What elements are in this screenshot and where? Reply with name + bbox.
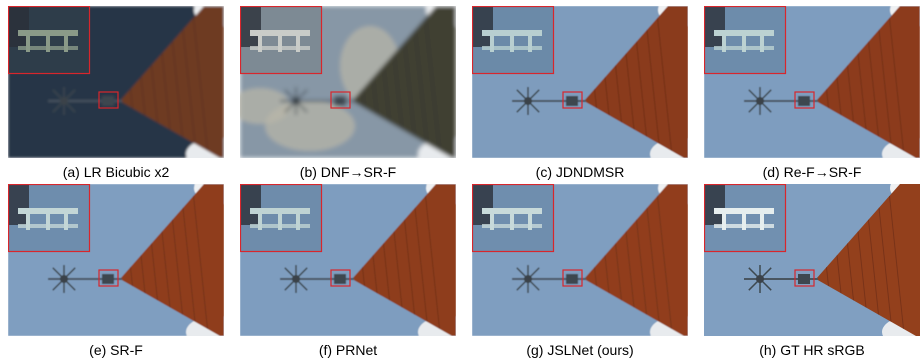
inset-post: [528, 30, 532, 52]
inset-post: [278, 30, 282, 52]
caption: (h) GT HR sRGB: [704, 342, 920, 358]
zoom-inset: [241, 185, 321, 251]
inset-post: [722, 30, 726, 52]
panel-image: [240, 6, 456, 158]
caption: (g) JSLNet (ours): [472, 342, 688, 358]
panel-image: [240, 184, 456, 336]
inset-post: [26, 208, 30, 230]
inset-post: [760, 208, 764, 230]
panel-image: [472, 6, 688, 158]
caption: (b) DNF→SR-F: [240, 164, 456, 180]
inset-post: [510, 208, 514, 230]
spire-ball: [524, 275, 532, 283]
zoom-inset: [705, 185, 785, 251]
spire-ball: [60, 97, 68, 105]
inset-post: [46, 208, 50, 230]
spire-ball: [756, 97, 764, 105]
panel: (b) DNF→SR-F: [240, 6, 456, 180]
spire-ball: [292, 275, 300, 283]
caption: (a) LR Bicubic x2: [8, 164, 224, 180]
panel-image: [704, 184, 920, 336]
inset-post: [742, 208, 746, 230]
inset-post: [528, 208, 532, 230]
caption: (d) Re-F→SR-F: [704, 164, 920, 180]
panel: (d) Re-F→SR-F: [704, 6, 920, 180]
spire-ball: [524, 97, 532, 105]
inset-post: [64, 208, 68, 230]
lantern: [566, 274, 578, 284]
lantern: [798, 274, 810, 284]
lantern: [798, 96, 810, 106]
inset-post: [258, 208, 262, 230]
inset-post: [46, 30, 50, 52]
inset-post: [258, 30, 262, 52]
lantern: [566, 96, 578, 106]
inset-post: [278, 208, 282, 230]
inset-post: [296, 30, 300, 52]
inset-post: [510, 30, 514, 52]
zoom-inset: [473, 185, 553, 251]
zoom-inset: [473, 7, 553, 73]
panel: (h) GT HR sRGB: [704, 184, 920, 358]
caption: (f) PRNet: [240, 342, 456, 358]
caption: (c) JDNDMSR: [472, 164, 688, 180]
panel: (e) SR-F: [8, 184, 224, 358]
inset-post: [26, 30, 30, 52]
panel: (f) PRNet: [240, 184, 456, 358]
zoom-inset: [9, 7, 89, 73]
panel: (g) JSLNet (ours): [472, 184, 688, 358]
inset-post: [722, 208, 726, 230]
inset-post: [490, 30, 494, 52]
panel-image: [472, 184, 688, 336]
inset-post: [760, 30, 764, 52]
lantern: [102, 274, 114, 284]
panel-image: [8, 184, 224, 336]
inset-post: [490, 208, 494, 230]
figure: (a) LR Bicubic x2 (b) DNF→SR-F (c) JDNDMSR…: [0, 0, 922, 362]
inset-post: [296, 208, 300, 230]
inset-post: [64, 30, 68, 52]
panel-image: [704, 6, 920, 158]
spire-ball: [756, 275, 764, 283]
zoom-inset: [705, 7, 785, 73]
zoom-inset: [241, 7, 321, 73]
panel: (a) LR Bicubic x2: [8, 6, 224, 180]
caption: (e) SR-F: [8, 342, 224, 358]
lantern: [334, 96, 346, 106]
spire-ball: [60, 275, 68, 283]
zoom-inset: [9, 185, 89, 251]
spire-ball: [292, 97, 300, 105]
lantern: [102, 96, 114, 106]
lantern: [334, 274, 346, 284]
inset-post: [742, 30, 746, 52]
panel-image: [8, 6, 224, 158]
panel: (c) JDNDMSR: [472, 6, 688, 180]
